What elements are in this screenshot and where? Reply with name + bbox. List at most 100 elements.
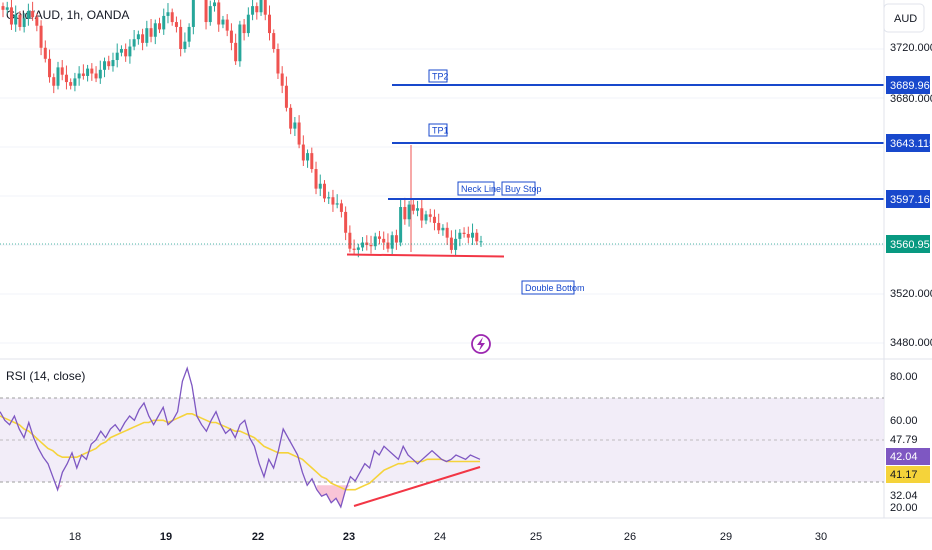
tp1-price-tag <box>886 134 930 152</box>
neckline-label-box <box>457 181 495 196</box>
tp1-label: TP1 <box>432 126 449 136</box>
candle-body <box>280 73 284 86</box>
x-tick-26: 26 <box>624 531 636 543</box>
candle-body <box>356 247 360 250</box>
y-tick-3480: 3480.000 <box>890 337 932 349</box>
x-tick-29: 29 <box>720 531 732 543</box>
candle-body <box>170 12 174 23</box>
candle-body <box>318 183 322 189</box>
candle-body <box>60 67 64 75</box>
x-tick-18: 18 <box>69 531 81 543</box>
candle-body <box>293 122 297 129</box>
candle-body <box>35 17 39 26</box>
y-tick-3520: 3520.000 <box>890 288 932 300</box>
candle-body <box>183 41 187 49</box>
candle-body <box>187 26 191 42</box>
candle-body <box>263 0 267 15</box>
candle-body <box>39 25 43 48</box>
candle-body <box>14 14 18 25</box>
tp1-label-box <box>428 123 448 137</box>
double-bottom-support-line <box>346 253 505 258</box>
candle-body <box>361 242 365 248</box>
candle-body <box>73 78 77 86</box>
candle-body <box>191 0 195 27</box>
rsi-oversold-fill <box>57 485 351 507</box>
candle-body <box>81 73 85 76</box>
candle-body <box>301 144 305 161</box>
tp2-price-tag-text: 3689.965 <box>890 80 932 92</box>
candle-body <box>259 0 263 13</box>
candle-body <box>43 47 47 59</box>
candle-body <box>475 232 479 242</box>
lightning-bolt-icon[interactable] <box>471 334 491 354</box>
double-bottom-label: Double Bottom <box>525 283 585 293</box>
candle-body <box>128 46 132 57</box>
x-tick-24: 24 <box>434 531 446 543</box>
candle-body <box>327 197 331 199</box>
rsi-bullish-divergence-line <box>353 466 481 507</box>
time-axis-labels: 18 19 22 23 24 25 26 29 30 <box>69 531 827 543</box>
current-price-tag-text: 3560.954 <box>890 239 932 251</box>
candle-body <box>56 67 60 86</box>
candle-body <box>124 49 128 57</box>
candle-body <box>119 49 123 53</box>
candle-body <box>276 49 280 74</box>
candle-body <box>153 23 157 37</box>
candle-body <box>424 214 428 221</box>
candle-body <box>339 203 343 212</box>
candle-body <box>471 232 475 238</box>
candle-body <box>454 238 458 250</box>
candle-body <box>221 19 225 25</box>
rsi-line <box>0 366 481 509</box>
candle-body <box>432 216 436 223</box>
buy-stop-label: Buy Stop <box>505 184 542 194</box>
candle-body <box>390 235 394 249</box>
candle-body <box>69 82 73 86</box>
candle-body <box>466 233 470 238</box>
rsi-tick-20: 20.00 <box>890 502 918 514</box>
rsi-ma-value-tag-text: 41.17 <box>890 469 918 481</box>
candle-body <box>52 77 56 86</box>
candle-body <box>335 203 339 205</box>
candle-body <box>394 235 398 243</box>
x-tick-30: 30 <box>815 531 827 543</box>
candle-body <box>86 68 90 76</box>
x-tick-19: 19 <box>160 531 172 543</box>
candle-body <box>136 34 140 40</box>
candle-body <box>5 7 9 10</box>
candle-body <box>322 183 326 199</box>
double-bottom-label-box <box>521 280 575 295</box>
candle-body <box>310 153 314 170</box>
candle-body <box>344 211 348 233</box>
rsi-ma-value-tag <box>886 466 930 483</box>
candle-body <box>225 19 229 31</box>
rsi-tick-32-04: 32.04 <box>890 490 918 502</box>
currency-label[interactable]: AUD <box>894 13 917 25</box>
rsi-tick-47-79: 47.79 <box>890 434 918 446</box>
candle-body <box>331 197 335 205</box>
candle-body <box>479 241 483 243</box>
candle-body <box>9 7 13 25</box>
candle-body <box>90 68 94 74</box>
candle-body <box>1 6 5 10</box>
candle-body <box>306 153 310 161</box>
candle-body <box>204 0 208 23</box>
candle-body <box>420 208 424 221</box>
candle-body <box>251 6 255 15</box>
x-tick-22: 22 <box>252 531 264 543</box>
candle-body <box>174 22 178 27</box>
candle-body <box>246 14 250 34</box>
candle-body <box>149 28 153 37</box>
candle-body <box>158 23 162 30</box>
candle-body <box>242 24 246 34</box>
candle-body <box>26 11 30 19</box>
neckline-price-tag-text: 3597.166 <box>890 194 932 206</box>
current-price-tag <box>886 235 930 253</box>
candle-body <box>107 61 111 67</box>
candle-body <box>441 227 445 231</box>
candle-body <box>407 204 411 220</box>
candle-body <box>314 169 318 189</box>
candle-body <box>162 15 166 30</box>
x-tick-23: 23 <box>343 531 355 543</box>
